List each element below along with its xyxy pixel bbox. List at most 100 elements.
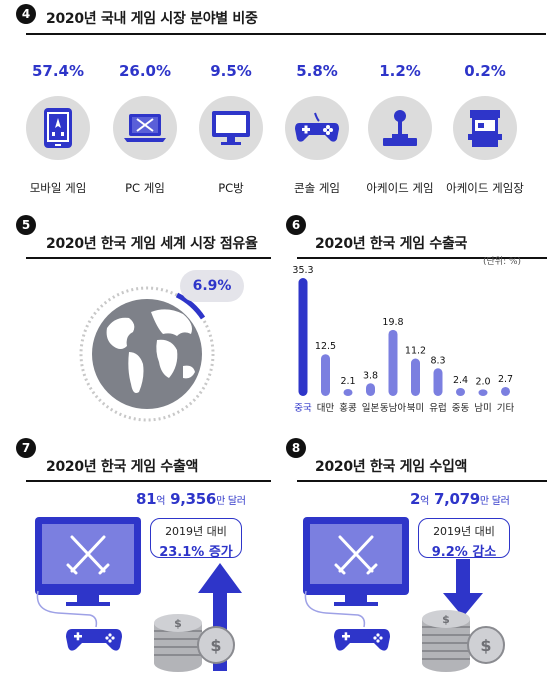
section-4-title: 2020년 국내 게임 시장 분야별 비중 (46, 11, 258, 27)
category-pct: 5.8% (296, 62, 338, 80)
svg-text:$: $ (442, 613, 450, 626)
category-tick-label: 유럽 (429, 403, 446, 414)
section-5-badge: 5 (16, 215, 36, 235)
import-amount: 2억 7,079만 달러 (410, 490, 510, 508)
bar-북미 (411, 358, 420, 396)
category-arcade: 1.2% 아케이드 게임 (355, 62, 445, 196)
svg-text:$: $ (480, 636, 491, 655)
category-pct: 9.5% (210, 62, 252, 80)
section-8-badge: 8 (286, 438, 306, 458)
category-pct: 26.0% (118, 62, 172, 80)
import-amount-part2: 7,079 (429, 490, 480, 508)
export-amount-unit2: 만 달러 (216, 496, 246, 507)
svg-text:$: $ (174, 617, 182, 630)
category-arcade-room: 0.2% 아케이드 게임장 (440, 62, 530, 196)
bar-value-label: 19.8 (382, 317, 403, 328)
globe-icon (92, 299, 202, 409)
export-amount-unit1: 억 (156, 496, 166, 507)
bar-value-label: 11.2 (405, 346, 426, 357)
laptop-icon (113, 96, 177, 160)
gamepad-icon (334, 629, 390, 651)
bar-value-label: 8.3 (430, 355, 445, 366)
svg-text:$: $ (210, 636, 221, 655)
down-arrow-icon (443, 559, 483, 617)
category-pct: 0.2% (464, 62, 506, 80)
section-5-rule (26, 257, 271, 259)
bar-value-label: 2.1 (340, 376, 355, 387)
category-pc-room: 9.5% PC방 (186, 62, 276, 196)
section-4-rule (26, 33, 546, 35)
bar-중동 (456, 387, 465, 396)
bar-value-label: 12.5 (315, 341, 336, 352)
desktop-monitor-icon (199, 96, 263, 160)
monitor-icon (35, 517, 141, 606)
section-5-title: 2020년 한국 게임 세계 시장 점유율 (46, 236, 258, 252)
category-label: PC 게임 (125, 181, 165, 195)
section-8-title: 2020년 한국 게임 수입액 (315, 459, 468, 475)
world-share-graphic (79, 286, 215, 422)
export-amount-part1: 81 (136, 490, 157, 508)
bar-남미 (478, 389, 488, 396)
coin-stack-icon: $ $ (154, 614, 235, 672)
category-tick-label: 대만 (317, 403, 335, 414)
coin-stack-icon: $ $ (422, 610, 505, 672)
section-6-badge: 6 (286, 215, 306, 235)
compare-label: 2019년 대비 (433, 525, 495, 538)
market-share-pill: 6.9% (180, 270, 244, 302)
section-6-rule (297, 257, 547, 259)
import-amount-unit2: 만 달러 (479, 496, 510, 507)
export-country-bar-chart: 35.3 중국 12.5 대만 2.1 홍콩 3.8 일본 19.8 동남아 11.2 북미 8.3 유럽… (292, 265, 515, 414)
bar-유럽 (433, 368, 443, 396)
section-7-rule (26, 480, 271, 482)
bar-value-label: 2.0 (475, 376, 490, 387)
bar-홍콩 (343, 388, 353, 396)
compare-value: 9.2% 감소 (431, 545, 497, 560)
section-4-badge: 4 (16, 4, 36, 24)
bar-중국 (298, 278, 308, 396)
category-mobile: 57.4% 모바일 게임 (13, 62, 103, 196)
compare-label: 2019년 대비 (165, 525, 227, 538)
bar-value-label: 2.4 (453, 375, 468, 386)
category-pc-game: 26.0% PC 게임 (100, 62, 190, 196)
category-label: 모바일 게임 (29, 181, 87, 195)
category-tick-label: 일본 (362, 403, 380, 414)
bar-일본 (366, 383, 375, 396)
section-7-badge: 7 (16, 438, 36, 458)
compare-value: 23.1% 증가 (159, 545, 233, 560)
mobile-phone-icon (26, 96, 90, 160)
import-monitor-graphic: $ $ (303, 517, 505, 672)
bar-대만 (321, 354, 330, 396)
chart-unit-label: (단위: %) (483, 257, 522, 267)
gamepad-icon (66, 629, 122, 651)
bar-동남아 (388, 329, 398, 396)
category-tick-label: 중동 (452, 403, 470, 414)
bar-value-label: 35.3 (292, 265, 313, 276)
export-amount-part2: 9,356 (165, 490, 217, 508)
export-compare-box: 2019년 대비 23.1% 증가 (150, 518, 242, 560)
export-amount: 81억 9,356만 달러 (136, 490, 246, 508)
import-amount-unit1: 억 (420, 496, 430, 507)
bar-기타 (501, 386, 510, 396)
bar-value-label: 3.8 (363, 370, 378, 381)
bar-value-label: 2.7 (498, 374, 513, 385)
joystick-icon (368, 96, 432, 160)
category-tick-label: 동남아 (380, 403, 406, 414)
category-tick-label: 홍콩 (339, 402, 357, 414)
gamepad-icon (285, 96, 349, 160)
arcade-cabinet-icon (453, 96, 517, 160)
category-label: 콘솔 게임 (294, 181, 340, 195)
category-tick-label: 북미 (407, 403, 424, 414)
category-label: 아케이드 게임 (366, 181, 434, 195)
share-arc (175, 292, 206, 320)
category-tick-label: 기타 (497, 403, 515, 414)
monitor-icon (303, 517, 409, 606)
category-tick-label: 남미 (474, 403, 491, 414)
category-label: PC방 (218, 181, 244, 195)
section-8-rule (297, 480, 547, 482)
category-console: 5.8% 콘솔 게임 (272, 62, 362, 196)
category-tick-label: 중국 (294, 403, 312, 414)
export-monitor-graphic: $ $ (35, 517, 242, 672)
import-compare-box: 2019년 대비 9.2% 감소 (418, 518, 510, 560)
section-7-title: 2020년 한국 게임 수출액 (46, 459, 199, 475)
category-pct: 57.4% (31, 62, 85, 80)
